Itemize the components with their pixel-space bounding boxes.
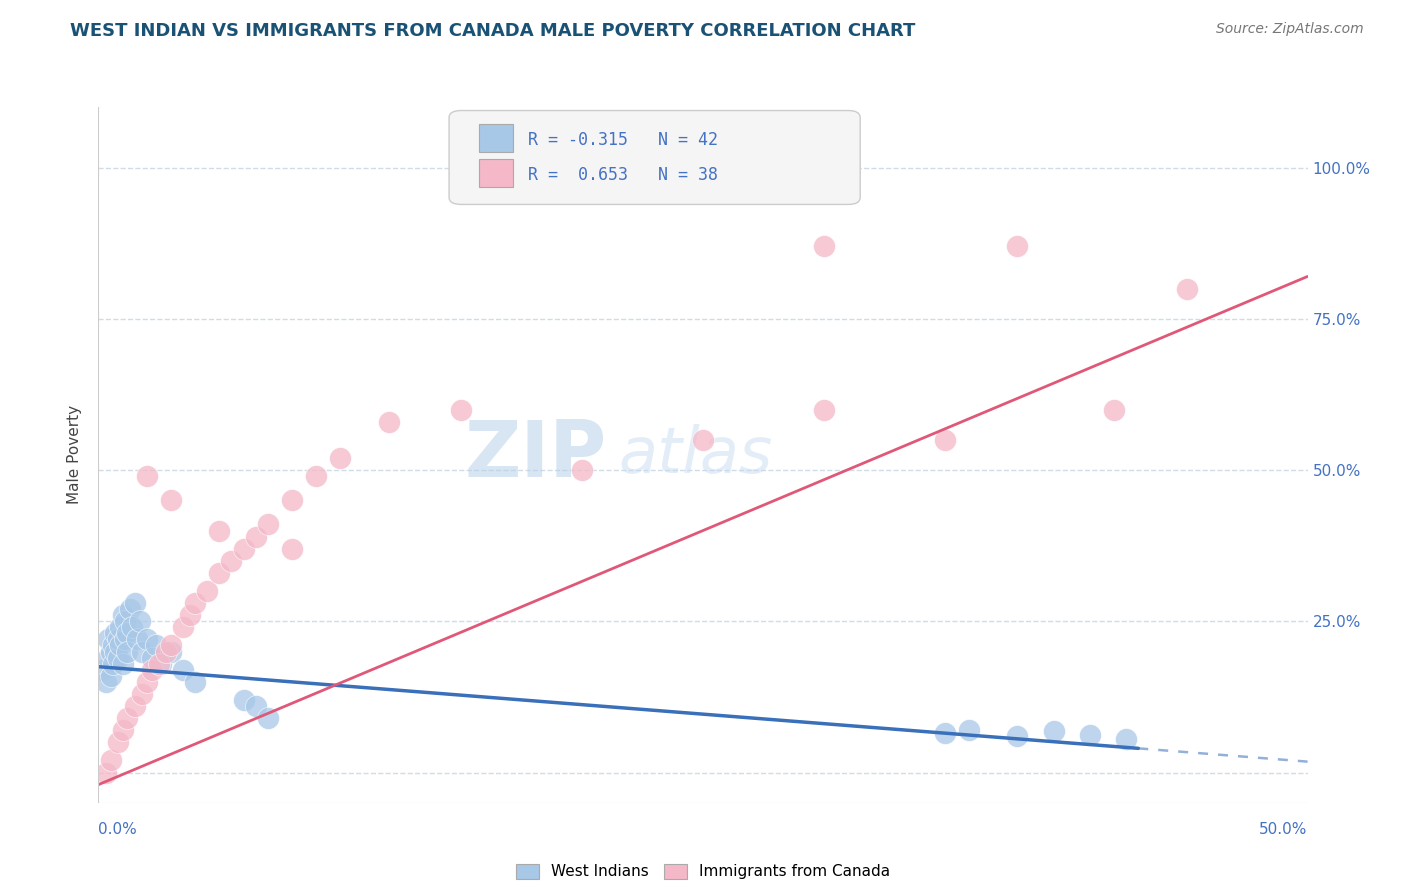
Text: R =  0.653   N = 38: R = 0.653 N = 38: [527, 166, 717, 184]
Point: [1102, 402, 1125, 417]
Point: [208, 566, 231, 580]
Text: ZIP: ZIP: [464, 417, 606, 493]
FancyBboxPatch shape: [479, 124, 513, 153]
Point: [94, 674, 117, 689]
Point: [329, 450, 352, 465]
Point: [141, 650, 163, 665]
Point: [245, 530, 267, 544]
Point: [114, 615, 136, 629]
Point: [111, 723, 134, 738]
Point: [91, 663, 114, 677]
Point: [107, 735, 129, 749]
Point: [117, 644, 139, 658]
Point: [281, 541, 304, 556]
Text: WEST INDIAN VS IMMIGRANTS FROM CANADA MALE POVERTY CORRELATION CHART: WEST INDIAN VS IMMIGRANTS FROM CANADA MA…: [70, 22, 915, 40]
Point: [150, 657, 173, 671]
Point: [1115, 732, 1137, 747]
FancyBboxPatch shape: [479, 159, 513, 187]
Point: [100, 669, 122, 683]
Point: [107, 632, 129, 647]
Point: [124, 698, 146, 713]
Point: [281, 493, 304, 508]
Point: [135, 674, 157, 689]
Point: [934, 433, 956, 447]
Point: [172, 620, 194, 634]
Point: [100, 754, 122, 768]
Point: [128, 615, 150, 629]
Point: [117, 626, 139, 640]
Point: [934, 726, 956, 740]
Point: [117, 711, 139, 725]
Point: [1007, 729, 1029, 743]
Text: 0.0%: 0.0%: [98, 822, 138, 837]
Point: [232, 693, 254, 707]
Point: [135, 469, 157, 483]
Y-axis label: Male Poverty: Male Poverty: [67, 405, 83, 505]
Point: [148, 657, 170, 671]
Point: [114, 632, 136, 647]
Point: [160, 644, 183, 658]
Point: [111, 608, 134, 623]
Point: [118, 602, 141, 616]
Point: [957, 723, 980, 738]
Point: [107, 650, 129, 665]
FancyBboxPatch shape: [449, 111, 860, 204]
Point: [256, 517, 278, 532]
Point: [97, 632, 120, 647]
Point: [101, 657, 124, 671]
Point: [104, 626, 127, 640]
Point: [160, 493, 183, 508]
Point: [121, 620, 143, 634]
Point: [184, 596, 207, 610]
Text: R = -0.315   N = 42: R = -0.315 N = 42: [527, 131, 717, 149]
Point: [104, 644, 127, 658]
Point: [145, 639, 167, 653]
Point: [172, 663, 194, 677]
Point: [131, 644, 153, 658]
Point: [1007, 239, 1029, 253]
Point: [135, 632, 157, 647]
Point: [97, 650, 120, 665]
Point: [813, 402, 835, 417]
Legend: West Indians, Immigrants from Canada: West Indians, Immigrants from Canada: [509, 857, 897, 886]
Point: [108, 620, 131, 634]
Point: [108, 639, 131, 653]
Point: [377, 415, 399, 429]
Point: [179, 608, 201, 623]
Point: [127, 632, 149, 647]
Point: [256, 711, 278, 725]
Point: [1078, 728, 1101, 742]
Point: [221, 554, 243, 568]
Point: [571, 463, 593, 477]
Point: [450, 402, 472, 417]
Text: atlas: atlas: [619, 424, 773, 486]
Point: [155, 644, 177, 658]
Point: [232, 541, 254, 556]
Point: [1042, 724, 1064, 739]
Point: [111, 657, 134, 671]
Point: [141, 663, 163, 677]
Text: 50.0%: 50.0%: [1260, 822, 1308, 837]
Point: [160, 639, 183, 653]
Point: [184, 674, 207, 689]
Point: [245, 698, 267, 713]
Point: [305, 469, 328, 483]
Point: [94, 765, 117, 780]
Point: [813, 239, 835, 253]
Point: [101, 639, 124, 653]
Point: [131, 687, 153, 701]
Point: [692, 433, 714, 447]
Point: [208, 524, 231, 538]
Point: [1175, 281, 1198, 295]
Point: [100, 644, 122, 658]
Point: [124, 596, 146, 610]
Text: Source: ZipAtlas.com: Source: ZipAtlas.com: [1216, 22, 1364, 37]
Point: [195, 584, 218, 599]
